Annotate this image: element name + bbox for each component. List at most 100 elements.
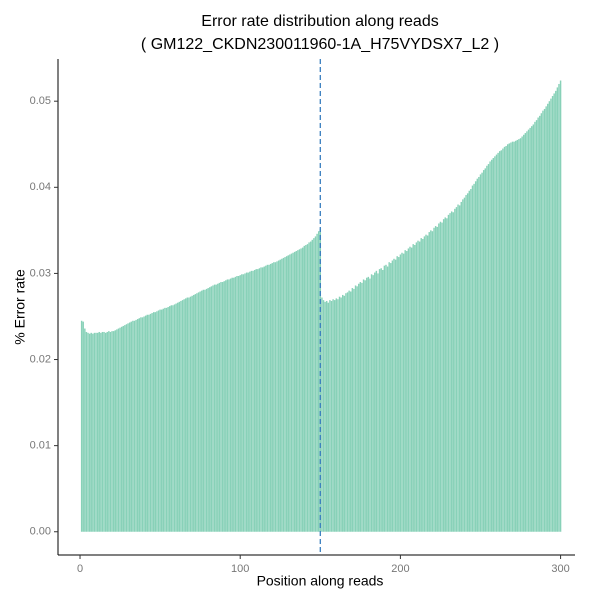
x-tick-label: 200: [391, 563, 409, 575]
bar: [199, 291, 201, 532]
bar: [247, 272, 249, 532]
bar: [152, 312, 155, 532]
bar: [188, 297, 190, 532]
bar: [220, 282, 222, 532]
bar: [215, 284, 217, 532]
bar: [559, 80, 562, 532]
bar: [510, 142, 512, 532]
bar: [438, 223, 440, 532]
bar: [265, 265, 267, 532]
bar: [458, 205, 461, 532]
bar: [80, 320, 83, 532]
bar: [409, 246, 411, 532]
bar: [271, 263, 273, 532]
bar: [112, 331, 115, 532]
bar: [484, 168, 487, 532]
bar: [210, 286, 213, 532]
bar: [301, 247, 304, 532]
bar: [498, 151, 501, 532]
bar: [422, 238, 424, 532]
bar: [284, 257, 286, 532]
bar: [356, 286, 358, 532]
bar: [385, 264, 387, 532]
bar: [455, 207, 458, 532]
bar: [394, 259, 397, 532]
bar: [292, 252, 294, 532]
bar: [159, 309, 161, 532]
bar: [167, 307, 169, 532]
bar: [425, 234, 427, 532]
bar: [337, 299, 339, 532]
bar: [399, 254, 402, 532]
x-tick-label: 0: [77, 563, 83, 575]
bar: [398, 257, 400, 532]
bar: [410, 247, 413, 532]
y-tick-label: 0.02: [30, 353, 51, 365]
bar: [241, 274, 243, 532]
bar: [196, 293, 198, 532]
bar: [106, 331, 108, 532]
bar: [382, 269, 384, 532]
bar: [114, 330, 116, 532]
bar: [418, 241, 421, 532]
bar: [98, 331, 100, 532]
bar: [313, 238, 315, 532]
bar: [218, 282, 221, 532]
bar: [317, 231, 320, 532]
bar: [369, 278, 371, 532]
bar: [470, 189, 472, 532]
bar: [330, 300, 333, 532]
bar: [462, 199, 464, 532]
bar: [535, 120, 538, 532]
bar: [521, 136, 523, 532]
bar: [531, 126, 533, 532]
bar: [359, 282, 362, 532]
bar: [527, 129, 530, 532]
bar: [529, 127, 531, 532]
bar: [281, 258, 283, 532]
bar: [289, 254, 291, 532]
bar: [144, 315, 147, 532]
bar: [269, 263, 272, 532]
bar: [327, 302, 330, 532]
bar: [378, 269, 381, 532]
bar: [377, 273, 379, 532]
bar: [92, 333, 94, 532]
bar: [277, 260, 280, 532]
bar: [412, 244, 414, 532]
bar: [476, 178, 479, 532]
bar: [396, 256, 398, 532]
x-tick-label: 300: [551, 563, 569, 575]
bar: [523, 134, 525, 532]
bar: [545, 106, 547, 532]
bar: [364, 280, 366, 532]
bar: [370, 274, 373, 532]
bar: [444, 217, 446, 532]
bar: [404, 250, 406, 532]
bar: [367, 276, 370, 532]
bar: [253, 269, 256, 532]
bar: [183, 299, 185, 532]
bar: [471, 185, 474, 532]
bar: [236, 276, 238, 532]
bar: [350, 291, 352, 532]
bar: [338, 296, 341, 532]
bar: [108, 331, 110, 532]
bar: [202, 289, 205, 532]
bar: [513, 141, 515, 532]
bar: [221, 282, 224, 532]
bar: [295, 251, 297, 532]
bar: [260, 267, 262, 532]
bar: [173, 304, 176, 532]
bar: [474, 181, 477, 532]
bar: [303, 245, 306, 532]
bar: [140, 317, 142, 532]
bar: [446, 218, 448, 532]
bar: [481, 172, 483, 532]
bar: [548, 101, 551, 532]
bar: [431, 231, 434, 532]
bar: [194, 294, 197, 532]
bar: [393, 258, 395, 532]
bar: [534, 121, 536, 532]
